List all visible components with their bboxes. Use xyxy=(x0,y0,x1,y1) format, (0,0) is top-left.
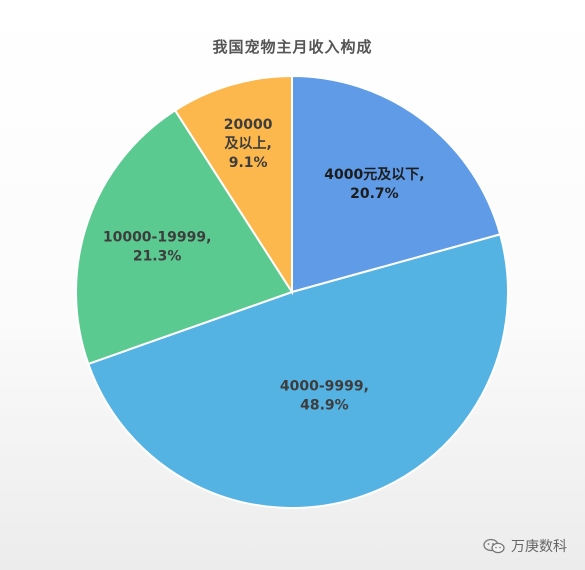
watermark-text: 万庚数科 xyxy=(511,539,567,555)
pie-slice-4 xyxy=(173,74,293,296)
pie-slice-3 xyxy=(75,108,294,366)
pie-slice-2 xyxy=(87,233,509,509)
slice-label-1: 4000元及以下, 20.7% xyxy=(324,167,424,202)
chart-title: 我国宠物主月收入构成 xyxy=(212,38,373,56)
slice-label-3: 10000-19999, 21.3% xyxy=(103,229,212,264)
watermark: 万庚数科 xyxy=(483,536,567,556)
wechat-icon xyxy=(483,538,505,554)
slice-label-4: 20000 及以上, 9.1% xyxy=(224,117,273,171)
slice-label-2: 4000-9999, 48.9% xyxy=(280,379,369,414)
pie-slice-1 xyxy=(291,74,502,294)
